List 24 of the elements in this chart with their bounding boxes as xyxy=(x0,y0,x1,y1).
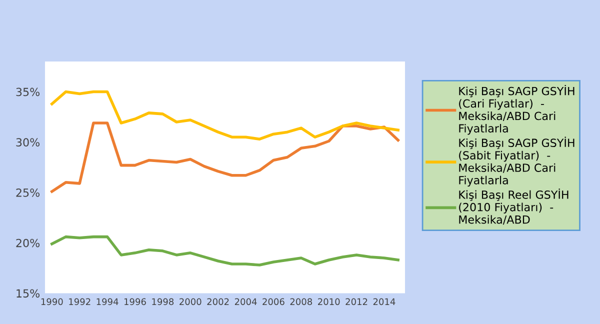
x-tick-label: 1994 xyxy=(96,298,118,306)
legend-label: Kişi Başı SAGP GSYİH (Cari Fiyatlar) - Meksika/ABD Cari Fiyatlarla xyxy=(459,84,574,135)
x-tick-label: 1996 xyxy=(124,298,146,306)
x-tick-label: 2000 xyxy=(180,298,202,306)
line-series xyxy=(50,122,400,193)
legend-label: Kişi Başı Reel GSYİH (2010 Fiyatları) - Meksika/ABD xyxy=(459,188,568,225)
x-tick-label: 2008 xyxy=(290,298,312,306)
y-tick-label: 25% xyxy=(16,188,40,197)
line-series xyxy=(50,90,400,141)
x-tick-label: 2014 xyxy=(373,298,396,306)
y-tick-label: 35% xyxy=(16,88,40,96)
x-tick-label: 2010 xyxy=(318,298,340,306)
x-tick-label: 2004 xyxy=(234,298,257,306)
y-tick-label: 20% xyxy=(16,238,40,248)
y-tick-label: 15% xyxy=(16,289,40,298)
legend-label: Kişi Başı SAGP GSYİH (Sabit Fiyatlar) - Meksika/ABD Cari Fiyatlarla xyxy=(459,136,574,187)
x-tick-label: 2002 xyxy=(207,298,229,306)
y-tick-label: 30% xyxy=(16,138,40,147)
x-tick-label: 1990 xyxy=(41,298,63,306)
line-series xyxy=(50,235,400,266)
x-tick-label: 2012 xyxy=(346,298,368,306)
x-tick-label: 1998 xyxy=(152,298,174,306)
x-tick-label: 1992 xyxy=(69,298,90,306)
x-tick-label: 2006 xyxy=(262,298,284,306)
